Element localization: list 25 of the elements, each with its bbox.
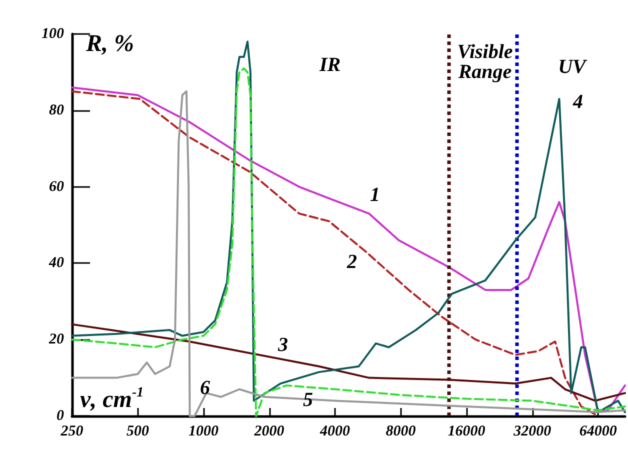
annotation: 3 bbox=[277, 334, 288, 356]
y-axis-title: R, % bbox=[85, 31, 134, 57]
x-tick-label: 250 bbox=[60, 424, 84, 440]
y-tick-label: 80 bbox=[49, 102, 64, 118]
annotation: 2 bbox=[346, 251, 357, 273]
x-tick-label: 64000 bbox=[579, 424, 618, 440]
x-tick-label: 8000 bbox=[386, 424, 416, 440]
annotation: IR bbox=[318, 54, 341, 76]
annotation: 1 bbox=[370, 184, 380, 206]
y-tick-label: 20 bbox=[48, 332, 64, 348]
x-tick-label: 500 bbox=[126, 424, 150, 440]
annotation: Visible Range bbox=[457, 41, 513, 83]
x-tick-label: 32000 bbox=[512, 424, 552, 440]
annotation: 6 bbox=[200, 377, 210, 399]
annotation: 4 bbox=[572, 91, 583, 113]
annotation: 5 bbox=[303, 389, 313, 411]
y-tick-label: 0 bbox=[56, 408, 64, 424]
x-tick-label: 16000 bbox=[448, 424, 486, 440]
x-tick-label: 4000 bbox=[319, 424, 351, 440]
y-tick-label: 40 bbox=[48, 255, 64, 272]
annotation: UV bbox=[558, 56, 588, 78]
y-tick-label: 60 bbox=[49, 178, 64, 195]
x-tick-label: 1000 bbox=[188, 424, 220, 440]
x-tick-label: 2000 bbox=[253, 424, 285, 440]
y-tick-label: 100 bbox=[42, 26, 64, 42]
